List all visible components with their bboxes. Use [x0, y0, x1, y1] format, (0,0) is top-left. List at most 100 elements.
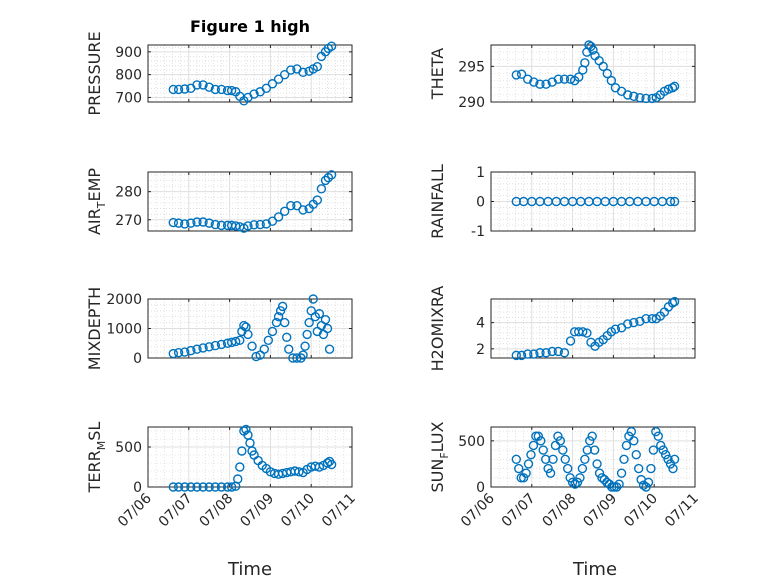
panel-7-data-point [173, 482, 184, 492]
panel-8-data-point [570, 479, 580, 489]
panel-7-data-point [180, 482, 190, 492]
panel-8-data-point [658, 445, 668, 455]
panel-3-data-point [173, 218, 184, 228]
panel-2-data-point [606, 75, 617, 86]
panel-7-data-point [198, 482, 208, 492]
panel-2-data-point [511, 70, 521, 80]
panel-6: 2 4 H2OMIXRA [428, 286, 696, 372]
panel-8-data-point [563, 463, 573, 474]
panel-5-data-point [282, 332, 292, 343]
panel-5-data-point [324, 344, 335, 354]
panel-3-data-point [198, 217, 208, 227]
panel-7-data-point [314, 462, 325, 472]
panel-8-y-tick-label: 0 [476, 480, 485, 496]
panel-3-data-point [316, 184, 327, 194]
panel-6-data-point [535, 348, 545, 358]
panel-8-data-point [538, 445, 548, 455]
panel-8-x-tick-label: 07/06 [458, 490, 498, 530]
panel-6-data-point [511, 350, 521, 361]
panel-6-data-point [516, 350, 527, 361]
panel-8-data-point [511, 454, 521, 465]
panel-3-data-point [192, 217, 202, 227]
panel-5-data-point [173, 347, 184, 358]
panel-8-data-point [660, 449, 671, 460]
panel-3: 270 280 AIRTEMP [85, 168, 353, 235]
panel-2-data-point [598, 61, 608, 72]
panel-2-data-point [641, 93, 651, 104]
panel-8-data-point [528, 440, 539, 451]
panel-8-data-point [646, 463, 656, 474]
panel-8-data-point [611, 482, 622, 492]
panel-8-data-point [616, 468, 627, 478]
panel-8-y-tick-label: 500 [458, 434, 485, 450]
panel-5-y-tick-label: 1000 [106, 322, 142, 338]
panel-1-axes-box [147, 44, 353, 103]
panel-8-data-point [577, 463, 588, 474]
panel-7: 0 500 07/06 07/07 07/08 07/09 07/10 07/11 TERRMS… [85, 422, 359, 531]
panel-8-data-point [580, 454, 590, 465]
panel-8-data-point [514, 463, 524, 474]
panel-6-data-point [667, 298, 678, 308]
panel-6-data-point [578, 327, 588, 337]
panel-8-data-point [614, 479, 624, 489]
panel-5-data-point [186, 345, 196, 356]
panel-1-data-point [168, 84, 178, 95]
panel-3-data-point [204, 218, 214, 228]
panel-7-x-tick-label: 07/09 [237, 491, 277, 531]
panel-3-y-tick-label: 270 [115, 213, 142, 229]
panel-6-axes-box [490, 298, 696, 359]
panel-6-y-axis-label: H2OMIXRA [428, 286, 447, 372]
panel-5-y-tick-label: 0 [133, 351, 142, 367]
panel-5-data-point [235, 335, 245, 345]
panel-8-data-point [572, 477, 583, 488]
panel-5-data-point [302, 329, 312, 340]
panel-4-y-tick-label: 0 [476, 195, 485, 211]
panel-6-data-point [559, 348, 570, 358]
panel-5-data-point [314, 309, 325, 319]
panel-5-data-point [204, 342, 214, 352]
panel-5-data-point [239, 320, 249, 331]
panel-5-data-point [231, 336, 241, 347]
panel-3-data-point [216, 220, 227, 231]
panel-7-y-tick-label: 0 [133, 480, 142, 496]
panel-7-data-point [210, 482, 221, 492]
panel-5-data-point [168, 348, 178, 359]
panel-1: 700 800 900 PRESSURE [85, 31, 353, 116]
panel-2-data-point [541, 79, 551, 89]
panel-4-y-tick-label: -1 [471, 224, 485, 240]
panel-1-data-point [261, 83, 272, 94]
panel-1-data-point [180, 84, 190, 94]
panel-3-data-point [243, 221, 253, 231]
panel-2-data-point [667, 83, 678, 93]
panel-7-y-axis-label: TERRMSL [85, 422, 108, 494]
panel-2-data-point [559, 74, 570, 84]
panel-8-data-point [567, 477, 578, 488]
panel-8-data-point [548, 454, 558, 465]
panel-5-data-point [273, 312, 284, 322]
panel-7-x-tick-label: 07/08 [197, 491, 237, 531]
panel-8-data-point [631, 449, 641, 460]
panel-2-data-point [553, 74, 564, 84]
panel-8-x-tick-label: 07/11 [662, 491, 702, 531]
panel-1-data-point [312, 61, 323, 72]
panel-6-data-point [553, 346, 564, 357]
panel-2-data-point [635, 93, 645, 103]
panel-5-data-point [263, 335, 274, 345]
panel-8-data-point [626, 426, 637, 437]
panel-8-data-point [602, 477, 612, 488]
panel-8-data-point [565, 473, 575, 483]
panel-8-data-point [521, 468, 531, 478]
panel-7-data-point [322, 458, 333, 468]
panel-8-data-point [560, 454, 570, 465]
panel-3-data-point [168, 217, 178, 228]
panel-8-x-tick-label: 07/10 [621, 491, 661, 531]
figure-title: Figure 1 high [190, 17, 310, 36]
x-axis-label-left: Time [227, 559, 272, 580]
panel-7-data-point [294, 467, 304, 477]
panel-7-x-tick-label: 07/07 [156, 491, 196, 531]
panel-1-data-point [267, 79, 278, 89]
panel-8-y-axis-label: SUNFLUX [428, 421, 451, 492]
panel-4-data-point [669, 196, 680, 207]
panel-2-data-point [588, 45, 598, 55]
panel-5-data-point [279, 317, 290, 328]
